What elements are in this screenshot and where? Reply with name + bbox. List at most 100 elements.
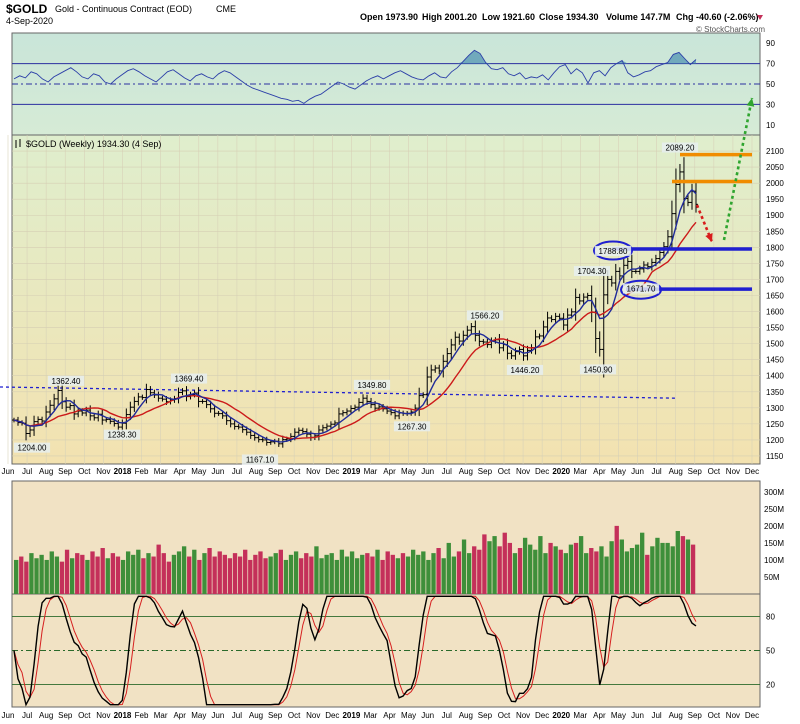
price-tick-label: 2050 (766, 163, 784, 172)
volume-tick-label: 100M (764, 556, 784, 565)
volume-bar (543, 553, 548, 594)
rsi-tick-label: 90 (766, 39, 775, 48)
x-tick-label: Oct (78, 711, 91, 720)
volume-bar (125, 551, 131, 594)
annotation-bg (353, 379, 391, 390)
volume-bar (680, 536, 686, 594)
highlight-ellipse (620, 279, 662, 300)
volume-bar (146, 553, 151, 594)
volume-bar (69, 558, 75, 594)
price-bar (601, 266, 606, 378)
x-tick-label: Sep (268, 467, 283, 476)
volume-bar (324, 554, 329, 594)
x-tick-label: Dec (745, 711, 759, 720)
stochastic-tick-label: 50 (766, 647, 775, 656)
x-tick-label: Nov (726, 467, 740, 476)
volume-bar (44, 559, 49, 594)
volume-bar (110, 553, 116, 594)
volume-bar (660, 542, 665, 594)
x-tick-label: Aug (669, 467, 683, 476)
x-tick-label: Jul (22, 467, 32, 476)
open-value: Open 1973.90 (360, 12, 418, 22)
volume-bar (176, 551, 182, 594)
trendline (0, 386, 677, 399)
annotation-bg (47, 375, 85, 386)
price-bar (56, 384, 61, 405)
volume-bar (355, 558, 360, 594)
x-tick-label: Mar (573, 467, 587, 476)
price-annotation: 1566.20 (471, 311, 500, 320)
price-bar (513, 347, 518, 360)
price-tick-label: 1500 (766, 340, 784, 349)
x-tick-label: Feb (135, 467, 149, 476)
price-bar (573, 288, 578, 321)
price-tick-label: 1600 (766, 308, 784, 317)
volume-bar (141, 558, 146, 594)
price-bar (252, 432, 257, 441)
x-tick-label: Sep (478, 467, 493, 476)
exchange-label: CME (216, 4, 236, 14)
x-tick-label: May (611, 711, 626, 720)
price-tick-label: 2100 (766, 147, 784, 156)
volume-bar (650, 546, 655, 594)
price-tick-label: 1150 (766, 452, 784, 461)
volume-bar (283, 559, 289, 594)
volume-bar (24, 561, 29, 594)
volume-bar (670, 546, 675, 594)
volume-bar (431, 553, 436, 594)
x-tick-label: Sep (58, 711, 73, 720)
price-bar (212, 404, 217, 418)
price-bar (609, 275, 614, 287)
volume-bar (497, 546, 502, 594)
volume-bar (166, 561, 172, 594)
price-annotation: 1167.10 (246, 455, 275, 464)
down-arrow-icon (757, 15, 763, 20)
price-annotation: 1238.30 (108, 431, 137, 440)
x-tick-label: 2018 (114, 467, 132, 476)
volume-bar (466, 553, 472, 594)
volume-bar (675, 530, 680, 594)
price-bar (100, 409, 105, 425)
ma-long-line (13, 221, 697, 440)
annotation-bg (622, 283, 660, 294)
volume-bar (360, 554, 365, 594)
x-tick-label: Jul (442, 711, 452, 720)
volume-bar (161, 553, 166, 594)
axes-layer: JunJunJulJulAugAugSepSepOctOctNovNov2018… (2, 39, 785, 720)
x-tick-label: May (401, 467, 416, 476)
volume-bar (665, 542, 670, 594)
x-tick-label: Nov (96, 467, 110, 476)
annotation-bg (393, 421, 431, 432)
x-tick-label: 2019 (342, 711, 360, 720)
volume-bar (472, 546, 477, 594)
volume-bar (212, 556, 217, 594)
price-tick-label: 1200 (766, 436, 784, 445)
volume-bar (253, 554, 258, 594)
stochastic-tick-label: 80 (766, 613, 775, 622)
price-tick-label: 1850 (766, 227, 784, 236)
x-tick-label: Sep (268, 711, 283, 720)
x-tick-label: 2019 (342, 467, 360, 476)
volume-bar (258, 551, 263, 594)
x-tick-label: 2020 (552, 467, 570, 476)
x-tick-label: Jun (421, 711, 434, 720)
volume-bar (563, 553, 568, 594)
volume-bar (243, 549, 248, 594)
price-tick-label: 1900 (766, 211, 784, 220)
price-bar (296, 427, 301, 436)
price-panel-label: $GOLD (Weekly) 1934.30 (4 Sep) (26, 139, 161, 149)
volume-bar (29, 553, 34, 594)
rsi-tick-label: 50 (766, 80, 775, 89)
x-tick-label: Aug (249, 711, 263, 720)
price-bar (469, 323, 474, 334)
x-tick-label: Mar (573, 711, 587, 720)
x-tick-label: Nov (306, 711, 320, 720)
volume-bar (512, 553, 518, 594)
symbol-title: $GOLD (6, 2, 48, 16)
volume-bar (405, 556, 411, 594)
x-tick-label: Sep (478, 711, 493, 720)
price-bar (561, 313, 566, 331)
x-tick-label: Sep (688, 711, 703, 720)
volume-bar (64, 549, 70, 594)
